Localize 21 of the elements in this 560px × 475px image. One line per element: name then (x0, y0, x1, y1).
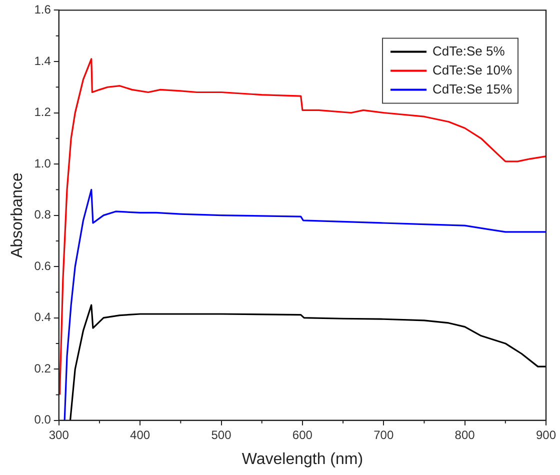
y-tick-label: 0.4 (34, 310, 52, 324)
y-tick-label: 1.4 (34, 54, 52, 68)
y-tick-label: 0.8 (34, 208, 52, 222)
x-tick-label: 700 (374, 428, 394, 442)
x-tick-label: 500 (211, 428, 232, 442)
x-tick-label: 600 (292, 428, 313, 442)
y-axis-title: Absorbance (9, 172, 26, 258)
x-axis-title: Wavelength (nm) (242, 450, 364, 468)
y-tick-label: 0.0 (34, 412, 52, 427)
x-tick-label: 300 (48, 428, 70, 442)
legend-label: CdTe:Se 10% (432, 62, 512, 78)
y-tick-label: 1.0 (34, 156, 52, 170)
x-tick-label: 400 (130, 428, 150, 442)
x-tick-label: 800 (454, 428, 476, 442)
y-tick-label: 1.2 (34, 105, 52, 120)
x-tick-label: 900 (536, 428, 556, 442)
y-tick-label: 0.2 (34, 361, 52, 376)
legend-label: CdTe:Se 5% (432, 43, 506, 58)
y-tick-label: 0.6 (34, 258, 52, 273)
y-tick-label: 1.6 (34, 2, 52, 17)
legend-label: CdTe:Se 15% (432, 81, 512, 96)
